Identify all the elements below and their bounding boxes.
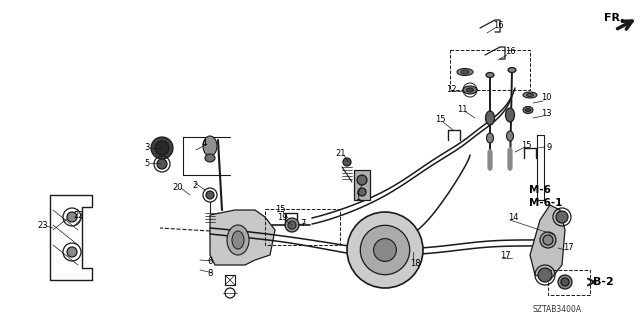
Circle shape (155, 141, 169, 155)
Circle shape (206, 191, 214, 199)
Ellipse shape (486, 133, 493, 143)
Text: 20: 20 (173, 183, 183, 193)
Text: 11: 11 (457, 106, 467, 115)
Circle shape (360, 225, 410, 275)
Ellipse shape (205, 154, 215, 162)
Circle shape (558, 275, 572, 289)
Text: 15: 15 (435, 116, 445, 124)
Text: 15: 15 (521, 141, 531, 150)
Text: 23: 23 (38, 221, 48, 230)
Ellipse shape (506, 131, 513, 141)
Ellipse shape (525, 108, 531, 111)
Ellipse shape (203, 136, 217, 156)
Text: 8: 8 (207, 268, 212, 277)
Text: 7: 7 (300, 219, 306, 228)
Text: 19: 19 (276, 213, 287, 222)
Text: 18: 18 (410, 260, 420, 268)
Ellipse shape (508, 68, 516, 73)
Text: 15: 15 (275, 205, 285, 214)
Text: FR.: FR. (604, 13, 625, 23)
Circle shape (538, 268, 552, 282)
Text: 22: 22 (74, 212, 84, 220)
Ellipse shape (523, 92, 537, 98)
Text: 4: 4 (202, 140, 207, 148)
Polygon shape (210, 210, 275, 265)
Ellipse shape (486, 73, 494, 77)
Text: 14: 14 (508, 213, 518, 222)
Circle shape (556, 211, 568, 223)
Text: SZTAB3400A: SZTAB3400A (532, 306, 582, 315)
Text: 5: 5 (145, 158, 150, 167)
Circle shape (67, 212, 77, 222)
Text: 1: 1 (355, 194, 360, 203)
Text: 9: 9 (547, 142, 552, 151)
Ellipse shape (463, 86, 477, 94)
Ellipse shape (523, 107, 533, 114)
Text: B-2: B-2 (593, 277, 614, 287)
Polygon shape (530, 205, 565, 280)
Text: M-6-1: M-6-1 (529, 198, 563, 208)
Circle shape (358, 188, 366, 196)
Circle shape (285, 218, 299, 232)
Text: 2: 2 (193, 181, 198, 190)
Ellipse shape (506, 108, 515, 122)
Circle shape (374, 239, 396, 261)
Circle shape (151, 137, 173, 159)
Text: 10: 10 (541, 93, 551, 102)
Circle shape (288, 221, 296, 229)
Circle shape (357, 175, 367, 185)
Ellipse shape (227, 225, 249, 255)
Circle shape (157, 159, 167, 169)
Ellipse shape (461, 70, 469, 74)
Text: 17: 17 (563, 244, 573, 252)
Text: 13: 13 (541, 108, 551, 117)
Text: 16: 16 (505, 47, 515, 57)
Circle shape (540, 232, 556, 248)
Text: 21: 21 (336, 148, 346, 157)
Ellipse shape (457, 68, 473, 76)
Circle shape (343, 158, 351, 166)
Text: 17: 17 (500, 252, 510, 260)
Text: 12: 12 (445, 84, 456, 93)
Circle shape (67, 247, 77, 257)
Text: 3: 3 (144, 143, 150, 153)
Circle shape (347, 212, 423, 288)
Text: 16: 16 (493, 20, 503, 29)
Circle shape (543, 235, 553, 245)
Ellipse shape (527, 93, 534, 97)
Polygon shape (354, 170, 370, 200)
Circle shape (561, 278, 569, 286)
Text: 6: 6 (207, 257, 212, 266)
Ellipse shape (467, 88, 474, 92)
Ellipse shape (486, 111, 495, 125)
Ellipse shape (232, 231, 244, 249)
Text: M-6: M-6 (529, 185, 551, 195)
